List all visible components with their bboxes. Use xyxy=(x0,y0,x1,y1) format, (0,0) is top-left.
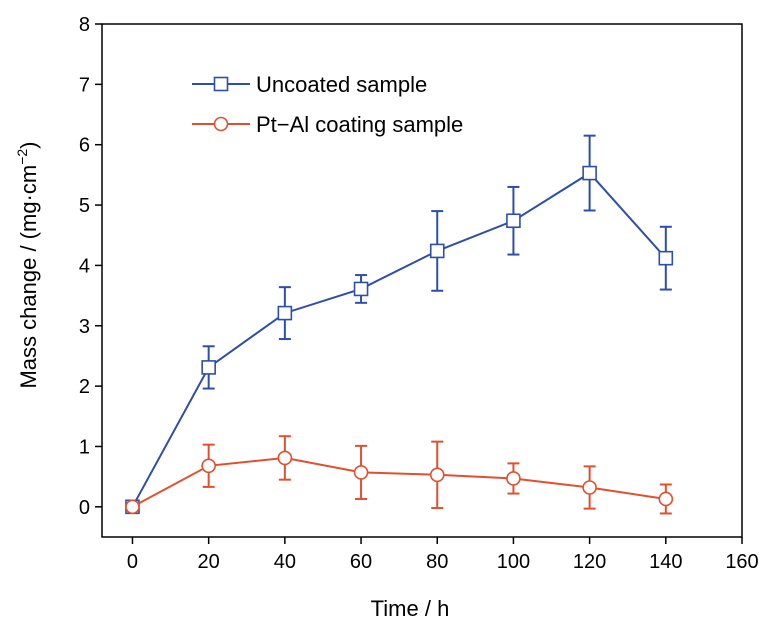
data-point xyxy=(201,458,216,474)
y-tick-label: 3 xyxy=(79,316,90,338)
data-point xyxy=(506,213,521,229)
y-tick-label: 7 xyxy=(79,74,90,96)
data-point xyxy=(353,281,369,297)
x-tick-label: 0 xyxy=(127,551,138,573)
data-point xyxy=(429,467,445,483)
y-tick-label: 5 xyxy=(79,195,90,217)
x-tick-label: 100 xyxy=(497,551,530,573)
y-axis-title-sup: −2 xyxy=(14,149,30,165)
x-tick-label: 40 xyxy=(274,551,296,573)
series-1 xyxy=(125,435,674,515)
data-point xyxy=(429,243,445,259)
y-axis-title-main: Mass change / (mg·cm xyxy=(16,165,41,389)
series-line xyxy=(132,456,666,508)
data-point xyxy=(277,450,293,466)
x-tick-label: 140 xyxy=(649,551,682,573)
data-point xyxy=(277,305,293,321)
data-point xyxy=(353,465,369,480)
data-point xyxy=(125,499,140,515)
x-axis-title: Time / h xyxy=(371,596,450,621)
plot-frame xyxy=(101,23,743,538)
data-point xyxy=(582,480,597,495)
legend-item-1: Pt−Al coating sample xyxy=(192,112,463,137)
series-line xyxy=(131,171,667,508)
x-tick-label: 60 xyxy=(350,551,372,573)
y-axis-title-close: ) xyxy=(16,141,41,148)
legend-marker xyxy=(213,76,229,92)
legend-label: Uncoated sample xyxy=(256,72,427,97)
data-point xyxy=(658,250,674,266)
series-0 xyxy=(125,134,674,515)
y-tick-label: 6 xyxy=(79,135,90,157)
y-tick-label: 8 xyxy=(79,14,90,36)
y-axis-title: Mass change / (mg·cm−2) xyxy=(14,141,41,388)
data-point xyxy=(658,491,674,507)
legend-item-0: Uncoated sample xyxy=(192,72,427,97)
legend-marker xyxy=(213,116,229,132)
data-point xyxy=(582,165,597,181)
x-tick-label: 20 xyxy=(198,551,220,573)
x-tick-label: 120 xyxy=(573,551,606,573)
y-tick-label: 1 xyxy=(79,436,90,458)
data-point xyxy=(201,360,216,375)
x-tick-label: 80 xyxy=(426,551,448,573)
y-tick-label: 4 xyxy=(79,255,90,277)
y-tick-label: 2 xyxy=(79,376,90,398)
y-tick-label: 0 xyxy=(79,497,90,519)
data-point xyxy=(506,471,521,486)
x-tick-label: 160 xyxy=(725,551,758,573)
legend-label: Pt−Al coating sample xyxy=(256,112,463,137)
